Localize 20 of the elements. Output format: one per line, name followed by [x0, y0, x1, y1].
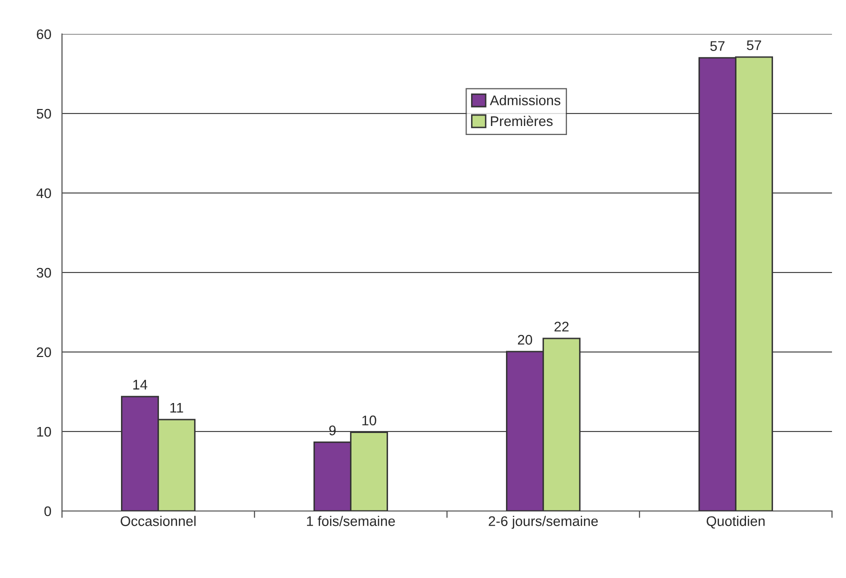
data-label: 10: [362, 416, 376, 426]
legend-label: Admissions: [490, 95, 560, 106]
data-label: 14: [133, 380, 148, 390]
x-tick-label: Quotidien: [706, 516, 765, 529]
y-tick-label: 50: [36, 108, 52, 119]
y-tick-label: 10: [37, 426, 52, 437]
y-tick-label: 40: [36, 188, 52, 198]
y-tick-label: 0: [44, 506, 52, 516]
y-tick-label: 60: [36, 29, 52, 40]
data-label: 22: [554, 322, 569, 332]
data-label: 20: [518, 334, 532, 345]
x-tick-label: 2-6 jours/semaine: [488, 516, 598, 529]
x-tick-label: Occasionnel: [120, 516, 196, 526]
data-label: 11: [170, 402, 184, 413]
data-label: 57: [710, 41, 724, 51]
y-tick-label: 30: [36, 268, 52, 278]
data-label: 57: [746, 40, 762, 50]
y-tick-label: 20: [36, 347, 52, 358]
x-tick-label: 1 fois/semaine: [307, 516, 395, 526]
legend-label: Premières: [490, 116, 553, 126]
